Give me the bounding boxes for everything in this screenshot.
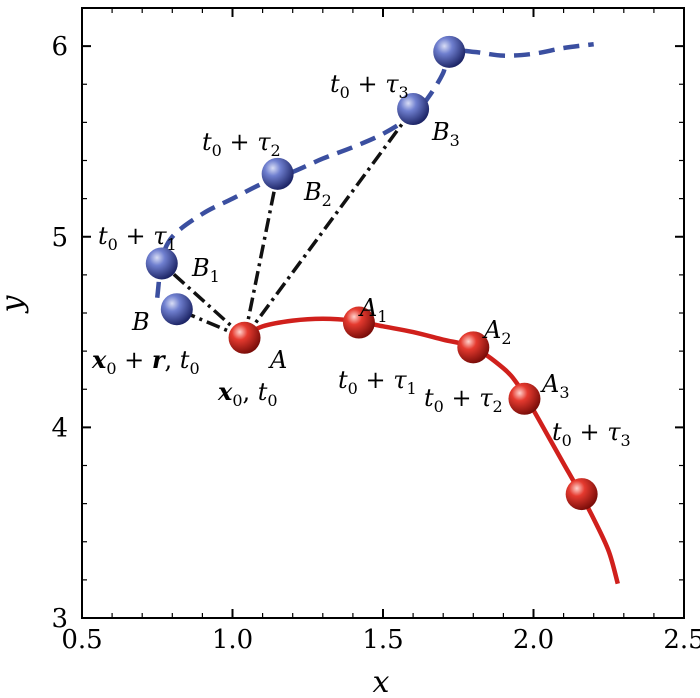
label-b1: B1 [191, 254, 220, 286]
x-axis-label: x [373, 665, 390, 698]
y-tick-label-0: 3 [51, 604, 68, 634]
label-a: A [268, 346, 287, 374]
label-t0-tau3-a: t0 + τ3 [552, 418, 631, 450]
label-t0-tau1-a: t0 + τ1 [338, 366, 417, 398]
label-b: B [131, 308, 150, 336]
series-line-1 [243, 316, 620, 585]
data-point-7 [457, 331, 490, 364]
series-line-0 [155, 41, 594, 298]
data-point-8 [508, 382, 541, 415]
label-a3: A3 [540, 370, 570, 402]
label-t0-tau2-b: t0 + τ2 [202, 128, 281, 160]
x-tick-label-4: 2.5 [663, 625, 700, 655]
data-point-5 [228, 321, 261, 354]
x-tick-label-3: 2.0 [513, 625, 554, 655]
label-b3: B3 [431, 118, 460, 150]
y-axis-label: y [0, 294, 30, 314]
data-point-2 [261, 157, 294, 190]
y-tick-label-3: 6 [51, 32, 68, 62]
label-b2: B2 [303, 178, 332, 210]
label-t0-tau3-b: t0 + τ3 [330, 70, 409, 102]
data-point-3 [397, 93, 430, 126]
data-point-0 [160, 293, 193, 326]
x-tick-label-1: 1.0 [212, 625, 253, 655]
label-x0-r-t0: x0 + r, t0 [91, 345, 200, 378]
annotations: t0 + τ3 B3 t0 + τ2 B2 t0 + τ1 B1 B x0 + … [91, 70, 631, 450]
y-tick-label-1: 4 [51, 413, 68, 443]
connector-line-1 [160, 262, 246, 340]
data-point-6 [342, 306, 375, 339]
label-t0-tau2-a: t0 + τ2 [424, 384, 503, 416]
x-tick-label-2: 1.5 [362, 625, 403, 655]
label-a1: A1 [358, 294, 388, 326]
data-point-1 [145, 247, 178, 280]
label-a2: A2 [482, 316, 512, 348]
data-point-9 [565, 478, 598, 511]
connector-line-3 [243, 107, 415, 339]
x-tick-label-0: 0.5 [61, 625, 102, 655]
connector-line-2 [242, 173, 280, 339]
y-tick-label-2: 5 [51, 223, 68, 253]
data-point-4 [433, 35, 466, 68]
label-t0-tau1-b: t0 + τ1 [98, 222, 177, 254]
label-x0-t0: x0, t0 [217, 377, 278, 410]
